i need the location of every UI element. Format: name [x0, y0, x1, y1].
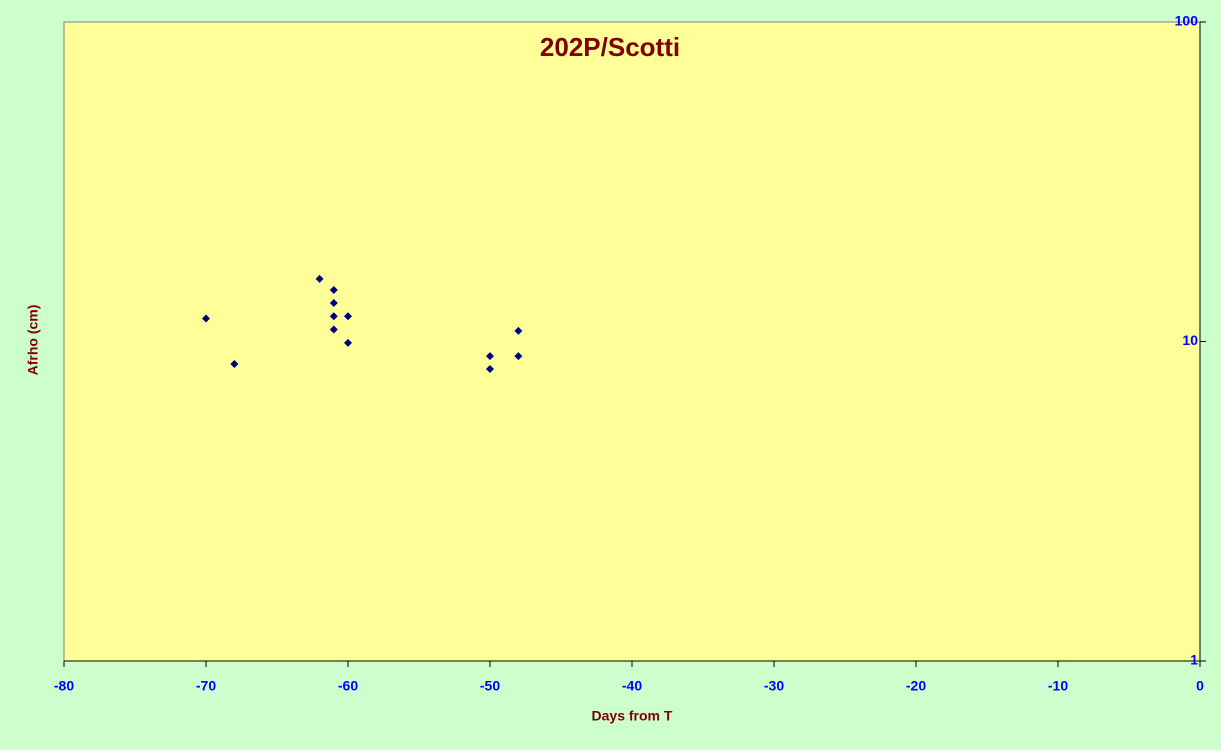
x-tick-label: -70 [196, 678, 216, 694]
marker [344, 312, 352, 321]
x-tick-label: -20 [906, 678, 926, 694]
plot-area [63, 21, 1201, 662]
marker [315, 274, 324, 283]
y-axis-label: Afrho (cm) [25, 305, 41, 376]
x-tick-label: -80 [54, 678, 74, 694]
marker [329, 312, 338, 321]
x-tick-label: -60 [338, 678, 358, 694]
y-tick-label: 1 [1190, 652, 1198, 668]
y-tick-label: 10 [1182, 332, 1198, 348]
marker [329, 285, 338, 294]
chart-title: 202P/Scotti [540, 32, 680, 62]
marker [344, 338, 352, 347]
marker [486, 352, 494, 361]
x-tick-label: -40 [622, 678, 642, 694]
marker [230, 360, 239, 369]
x-tick-label: 0 [1196, 678, 1204, 694]
marker [329, 325, 338, 334]
marker [329, 298, 338, 307]
y-tick-label: 100 [1175, 13, 1199, 29]
x-tick-label: -50 [480, 678, 500, 694]
x-tick-label: -10 [1048, 678, 1068, 694]
marker [486, 365, 494, 374]
x-axis-label: Days from T [592, 708, 673, 724]
marker [202, 314, 210, 323]
x-tick-label: -30 [764, 678, 784, 694]
marker [514, 326, 523, 335]
marker [514, 352, 523, 361]
